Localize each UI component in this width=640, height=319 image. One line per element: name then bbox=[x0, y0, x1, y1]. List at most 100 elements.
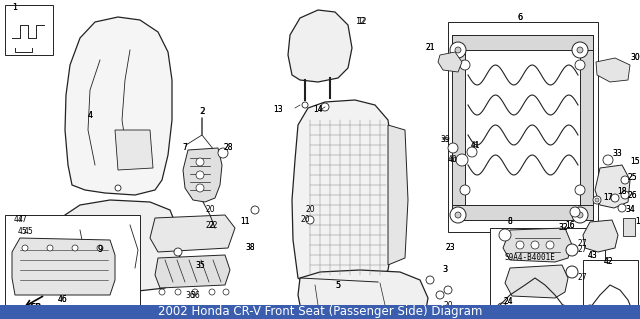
Text: 2002 Honda CR-V Front Seat (Passenger Side) Diagram: 2002 Honda CR-V Front Seat (Passenger Si… bbox=[158, 306, 482, 318]
Text: 47: 47 bbox=[18, 216, 28, 225]
Text: 33: 33 bbox=[612, 149, 622, 158]
Text: 25: 25 bbox=[627, 173, 637, 182]
Text: 32: 32 bbox=[558, 224, 568, 233]
Circle shape bbox=[460, 185, 470, 195]
Circle shape bbox=[595, 198, 599, 202]
Circle shape bbox=[448, 143, 458, 153]
Circle shape bbox=[159, 289, 165, 295]
Circle shape bbox=[72, 245, 78, 251]
Polygon shape bbox=[288, 10, 352, 82]
Text: 38: 38 bbox=[245, 243, 255, 253]
Circle shape bbox=[426, 276, 434, 284]
Text: 40: 40 bbox=[448, 155, 458, 165]
Text: 19: 19 bbox=[635, 218, 640, 226]
Text: 12: 12 bbox=[355, 18, 365, 26]
Text: 30: 30 bbox=[630, 54, 640, 63]
Text: 18: 18 bbox=[617, 188, 627, 197]
Text: 26: 26 bbox=[627, 190, 637, 199]
Circle shape bbox=[570, 207, 580, 217]
Text: 17: 17 bbox=[603, 194, 613, 203]
Text: 25: 25 bbox=[627, 173, 637, 182]
Text: 19: 19 bbox=[635, 218, 640, 226]
Text: 14: 14 bbox=[313, 106, 323, 115]
Text: 24: 24 bbox=[503, 298, 513, 307]
Text: 43: 43 bbox=[588, 251, 598, 261]
Circle shape bbox=[436, 291, 444, 299]
Circle shape bbox=[450, 207, 466, 223]
Text: 31: 31 bbox=[497, 314, 507, 319]
Text: 27: 27 bbox=[577, 273, 587, 283]
Text: 34: 34 bbox=[625, 205, 635, 214]
Polygon shape bbox=[388, 125, 408, 265]
Text: 7: 7 bbox=[182, 144, 188, 152]
Text: 10: 10 bbox=[270, 308, 280, 316]
Text: 20: 20 bbox=[300, 216, 310, 225]
Circle shape bbox=[585, 305, 595, 315]
Circle shape bbox=[251, 206, 259, 214]
Text: 47: 47 bbox=[13, 216, 23, 225]
Text: 16: 16 bbox=[565, 220, 575, 229]
Polygon shape bbox=[65, 17, 172, 195]
Polygon shape bbox=[298, 270, 428, 319]
Circle shape bbox=[302, 102, 308, 108]
Circle shape bbox=[575, 185, 585, 195]
Polygon shape bbox=[452, 35, 465, 220]
Circle shape bbox=[499, 229, 511, 241]
Text: 30: 30 bbox=[630, 54, 640, 63]
Circle shape bbox=[456, 154, 468, 166]
Text: 20: 20 bbox=[305, 205, 315, 214]
Circle shape bbox=[621, 191, 629, 199]
Text: 42: 42 bbox=[603, 257, 613, 266]
Circle shape bbox=[455, 212, 461, 218]
Circle shape bbox=[546, 241, 554, 249]
Text: 43: 43 bbox=[588, 251, 598, 261]
Text: 6: 6 bbox=[517, 13, 523, 23]
Text: 42: 42 bbox=[603, 257, 613, 266]
Text: 21: 21 bbox=[425, 43, 435, 53]
Circle shape bbox=[516, 241, 524, 249]
Circle shape bbox=[115, 185, 121, 191]
Text: 9: 9 bbox=[97, 246, 102, 255]
Text: 37: 37 bbox=[625, 317, 635, 319]
Text: 45: 45 bbox=[18, 227, 28, 236]
Text: S9A4-B4001E: S9A4-B4001E bbox=[504, 254, 556, 263]
Text: 35: 35 bbox=[195, 261, 205, 270]
Text: 46: 46 bbox=[57, 295, 67, 305]
Circle shape bbox=[175, 289, 181, 295]
Text: 14: 14 bbox=[313, 106, 323, 115]
Text: 8: 8 bbox=[508, 218, 513, 226]
Text: 15: 15 bbox=[630, 158, 640, 167]
Circle shape bbox=[192, 289, 198, 295]
Circle shape bbox=[497, 303, 507, 313]
Text: 12: 12 bbox=[357, 18, 367, 26]
Text: 28: 28 bbox=[223, 144, 233, 152]
Circle shape bbox=[196, 158, 204, 166]
Circle shape bbox=[455, 47, 461, 53]
Text: 33: 33 bbox=[612, 149, 622, 158]
Text: 1: 1 bbox=[12, 4, 18, 12]
Circle shape bbox=[460, 60, 470, 70]
Circle shape bbox=[47, 245, 53, 251]
Polygon shape bbox=[595, 165, 630, 208]
Text: 2: 2 bbox=[200, 108, 205, 116]
Text: 8: 8 bbox=[508, 218, 513, 226]
Text: 27: 27 bbox=[577, 240, 587, 249]
Text: 35: 35 bbox=[195, 261, 205, 270]
Circle shape bbox=[531, 241, 539, 249]
Text: 29: 29 bbox=[355, 310, 365, 319]
Text: 3: 3 bbox=[443, 265, 447, 275]
Text: 23: 23 bbox=[445, 243, 455, 253]
Circle shape bbox=[566, 244, 578, 256]
Circle shape bbox=[577, 47, 583, 53]
Circle shape bbox=[347, 307, 353, 313]
Text: 24: 24 bbox=[503, 298, 513, 307]
Text: 39: 39 bbox=[440, 136, 450, 145]
Text: 28: 28 bbox=[223, 144, 233, 152]
Polygon shape bbox=[155, 255, 230, 288]
Text: 44: 44 bbox=[490, 314, 500, 319]
Circle shape bbox=[575, 60, 585, 70]
Polygon shape bbox=[183, 148, 222, 202]
Text: 41: 41 bbox=[470, 142, 479, 148]
Bar bbox=[583, 260, 638, 315]
Circle shape bbox=[196, 184, 204, 192]
